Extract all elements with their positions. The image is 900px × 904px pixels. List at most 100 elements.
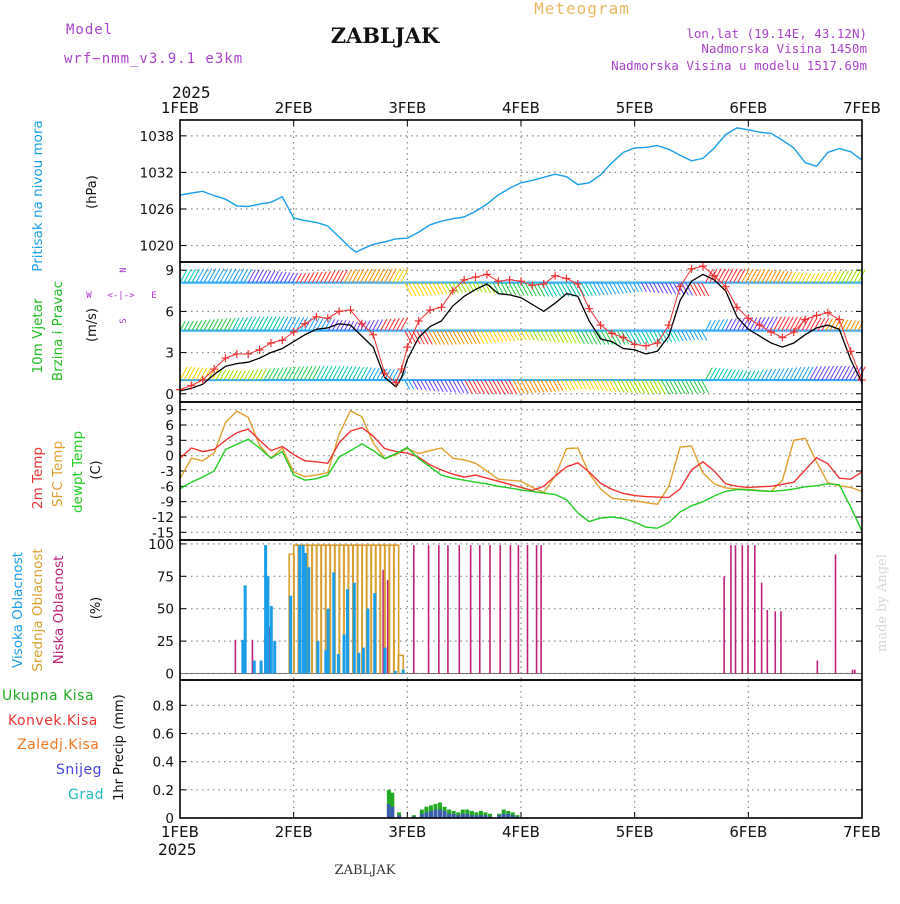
wind-barb bbox=[552, 379, 560, 392]
wind-barb bbox=[352, 366, 361, 381]
wind-barb bbox=[777, 270, 785, 283]
wind-barb bbox=[540, 379, 549, 393]
cloud-low-ylabel: Niska Oblacnost bbox=[51, 556, 67, 665]
precip-snow-bar bbox=[428, 810, 433, 818]
wind-barb bbox=[572, 330, 581, 344]
panel-pressure: 1020 1026 1032 1038 bbox=[140, 120, 862, 262]
wind-barb bbox=[805, 273, 812, 283]
wind-barb bbox=[456, 330, 465, 345]
wind-barb bbox=[492, 330, 500, 343]
wind-barb bbox=[588, 330, 598, 345]
gust-marker bbox=[835, 315, 844, 324]
temp2m-line bbox=[179, 426, 863, 499]
wind-barb bbox=[837, 365, 847, 381]
x-tick-label-bottom: 3FEB bbox=[388, 823, 426, 841]
wind-barb bbox=[769, 368, 777, 381]
cloud-low-bar bbox=[413, 545, 415, 674]
wind-barb bbox=[701, 282, 710, 297]
cloud-low-bar bbox=[427, 545, 430, 674]
wind-barb bbox=[235, 268, 245, 283]
wind-barb bbox=[841, 270, 849, 283]
wind-barb bbox=[323, 271, 332, 283]
wind-barb bbox=[604, 282, 613, 295]
wind-barb bbox=[287, 272, 295, 283]
wind-barb bbox=[235, 317, 244, 331]
wind-barb bbox=[215, 268, 225, 283]
wind-barb bbox=[528, 379, 537, 394]
cloud-low-bar bbox=[509, 545, 512, 674]
wind-barb bbox=[785, 271, 793, 283]
wind-barb bbox=[833, 365, 843, 381]
wind-barb bbox=[673, 379, 682, 395]
wind-barb bbox=[656, 330, 665, 343]
cloud-low-bar bbox=[535, 545, 538, 674]
wind-barb bbox=[628, 282, 636, 293]
wind-barb bbox=[243, 370, 250, 381]
wind-barb bbox=[588, 282, 597, 296]
wind-barb bbox=[705, 320, 712, 331]
gust-marker bbox=[482, 270, 491, 279]
wind-barb bbox=[380, 268, 389, 283]
wind-barb bbox=[817, 272, 824, 283]
wind-barb bbox=[424, 379, 432, 391]
cloud-low-bar bbox=[851, 669, 854, 674]
wind-barb bbox=[592, 379, 600, 391]
wind-barb bbox=[552, 282, 562, 297]
wind-barb bbox=[568, 282, 578, 297]
gust-marker bbox=[551, 271, 560, 280]
wind-barb bbox=[376, 268, 385, 283]
wind-barb bbox=[721, 368, 729, 381]
wind-barb bbox=[360, 367, 368, 381]
wind-barb bbox=[356, 366, 365, 381]
wind-barb bbox=[556, 330, 565, 343]
panel-bg bbox=[180, 680, 862, 818]
gust-marker bbox=[607, 329, 616, 338]
precip-snow-bar bbox=[460, 813, 465, 818]
wind-barb bbox=[340, 320, 347, 331]
gust-marker bbox=[846, 347, 855, 356]
wind-barb bbox=[508, 282, 517, 296]
wind-barb bbox=[267, 316, 277, 331]
wind-barb bbox=[368, 319, 375, 331]
x-tick-label-bottom: 4FEB bbox=[502, 823, 540, 841]
gust-marker bbox=[755, 321, 764, 330]
precip-total-bar bbox=[469, 810, 474, 818]
wind-barb bbox=[199, 319, 207, 331]
cloud-low-bar bbox=[747, 545, 749, 674]
cloud-high-bar bbox=[252, 660, 256, 674]
cloud-low-bar bbox=[734, 545, 737, 674]
wind-barb bbox=[428, 330, 437, 345]
wind-barb bbox=[781, 270, 789, 283]
gust-marker bbox=[573, 279, 582, 288]
wind-barb bbox=[179, 269, 188, 283]
wind-barb bbox=[259, 270, 268, 283]
wind-barb bbox=[640, 282, 647, 293]
wind-barb bbox=[552, 330, 560, 343]
wind-units: (m/s) bbox=[85, 308, 100, 342]
gust-marker bbox=[596, 321, 605, 330]
cloud-low-bar bbox=[447, 545, 449, 674]
gust-marker bbox=[585, 304, 594, 313]
footer-station: ZABLJAK bbox=[335, 863, 396, 878]
wind-barb bbox=[263, 270, 272, 283]
precip-legend-conv: Konvek.Kisa bbox=[8, 713, 98, 729]
wind-barb bbox=[741, 317, 750, 331]
wind-barb bbox=[596, 379, 604, 392]
wind-barb bbox=[187, 320, 194, 331]
wind-barb bbox=[267, 368, 276, 381]
gust-marker bbox=[301, 319, 310, 328]
wind-barb bbox=[825, 271, 833, 283]
wind-barb bbox=[295, 366, 305, 381]
wind-barb bbox=[348, 269, 357, 283]
wind-barb bbox=[821, 365, 830, 381]
y-tick-label: 3 bbox=[165, 346, 174, 362]
wind-barb bbox=[600, 282, 609, 295]
precip-total-bar bbox=[390, 792, 395, 818]
wind-barb bbox=[207, 319, 215, 331]
wind-barb bbox=[741, 370, 748, 381]
wind-barb bbox=[584, 379, 592, 391]
wind-barb bbox=[492, 379, 502, 395]
y-tick-label: 6 bbox=[165, 304, 174, 320]
x-tick-label-bottom: 1FEB bbox=[161, 823, 199, 841]
